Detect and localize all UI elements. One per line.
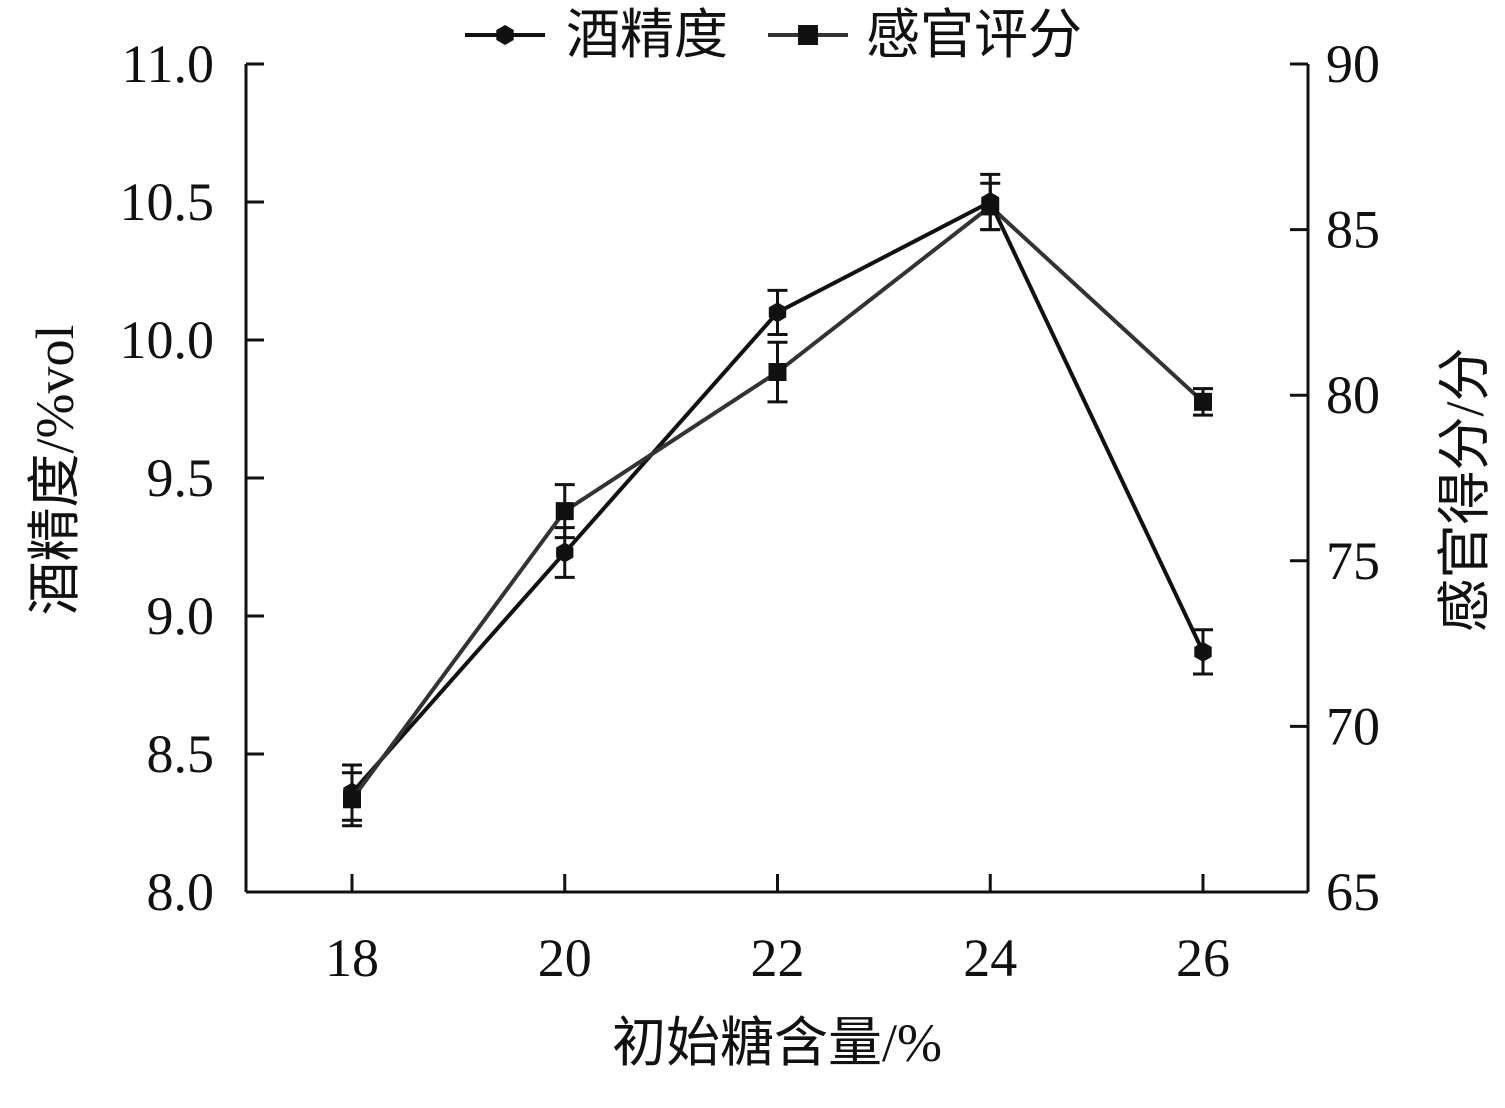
legend-label-series-1: 酒精度 — [566, 5, 728, 65]
x-tick-label: 22 — [751, 928, 805, 988]
legend-marker-series-1 — [496, 25, 514, 45]
x-tick-label: 18 — [325, 928, 379, 988]
y-left-tick-label: 9.5 — [147, 448, 215, 508]
y-right-tick-label: 90 — [1326, 34, 1380, 94]
data-point — [1194, 641, 1212, 662]
data-point — [343, 790, 361, 809]
series-1 — [342, 172, 1213, 822]
data-point — [1194, 392, 1212, 411]
y-right-tick-label: 85 — [1326, 200, 1380, 260]
legend: 酒精度 感官评分 — [465, 5, 1082, 65]
series-2 — [342, 181, 1213, 828]
y-axis-left-title: 酒精度/%vol — [25, 325, 85, 616]
y-left-tick-label: 11.0 — [122, 34, 215, 94]
data-point — [981, 197, 1000, 216]
y-right-tick-label: 65 — [1326, 862, 1380, 922]
y-left-tick-label: 8.0 — [147, 862, 215, 922]
y-left-tick-label: 10.5 — [120, 172, 215, 232]
y-axis-right-title: 感官得分/分 — [1435, 347, 1495, 632]
y-right-tick-label: 75 — [1326, 531, 1380, 591]
legend-marker-series-2 — [798, 25, 818, 45]
data-point — [555, 502, 574, 521]
axes: 8.0 8.5 9.0 9.5 10.0 10.5 11.0 65 70 75 80 85 90 18 20… — [120, 34, 1381, 988]
y-left-tick-label: 10.0 — [120, 310, 215, 370]
x-axis-title: 初始糖含量/% — [612, 1013, 942, 1073]
x-tick-label: 26 — [1176, 928, 1230, 988]
x-tick-label: 24 — [963, 928, 1017, 988]
y-left-tick-label: 9.0 — [147, 586, 215, 646]
y-right-tick-label: 80 — [1326, 365, 1380, 425]
y-left-tick-label: 8.5 — [147, 724, 215, 784]
data-point — [768, 302, 787, 323]
series-layer — [342, 172, 1213, 828]
y-right-tick-label: 70 — [1326, 696, 1380, 756]
data-point — [556, 542, 574, 563]
data-point — [768, 363, 787, 382]
legend-label-series-2: 感官评分 — [866, 5, 1082, 65]
x-tick-label: 20 — [538, 928, 592, 988]
